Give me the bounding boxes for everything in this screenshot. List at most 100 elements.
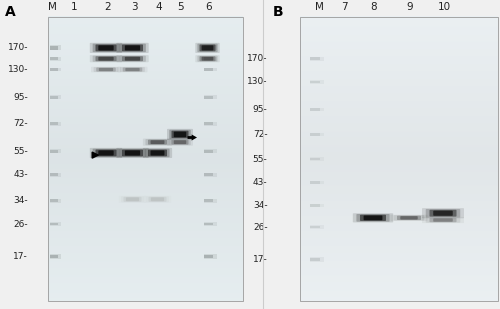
- Bar: [310, 180, 324, 184]
- FancyBboxPatch shape: [400, 216, 417, 219]
- FancyBboxPatch shape: [96, 56, 116, 61]
- FancyBboxPatch shape: [122, 44, 143, 51]
- FancyBboxPatch shape: [125, 150, 140, 155]
- Bar: [50, 96, 58, 99]
- FancyBboxPatch shape: [169, 139, 190, 145]
- Text: 1: 1: [70, 2, 78, 12]
- Bar: [204, 45, 216, 50]
- Bar: [204, 122, 213, 125]
- Text: 55-: 55-: [13, 147, 28, 156]
- Bar: [50, 150, 60, 153]
- FancyBboxPatch shape: [174, 140, 186, 144]
- Bar: [310, 133, 324, 136]
- Bar: [204, 200, 213, 202]
- Bar: [204, 150, 216, 153]
- FancyBboxPatch shape: [426, 218, 460, 222]
- Polygon shape: [188, 134, 197, 141]
- Text: 72-: 72-: [14, 119, 28, 128]
- Bar: [50, 199, 60, 203]
- Text: 72-: 72-: [253, 130, 268, 139]
- Text: 43-: 43-: [253, 178, 268, 187]
- FancyBboxPatch shape: [91, 67, 121, 72]
- FancyBboxPatch shape: [198, 56, 218, 62]
- FancyBboxPatch shape: [148, 150, 167, 156]
- Text: 26-: 26-: [14, 219, 28, 229]
- FancyBboxPatch shape: [124, 197, 142, 202]
- FancyBboxPatch shape: [96, 68, 116, 71]
- FancyBboxPatch shape: [196, 55, 220, 62]
- Bar: [300, 17, 498, 301]
- Bar: [50, 222, 58, 226]
- Text: A: A: [5, 5, 16, 19]
- Bar: [50, 173, 60, 176]
- FancyBboxPatch shape: [92, 44, 120, 52]
- FancyBboxPatch shape: [172, 140, 188, 145]
- FancyBboxPatch shape: [356, 214, 390, 222]
- Bar: [50, 57, 58, 60]
- FancyBboxPatch shape: [123, 68, 142, 71]
- Text: 43-: 43-: [14, 170, 28, 179]
- FancyBboxPatch shape: [202, 57, 213, 61]
- Text: M: M: [48, 2, 57, 12]
- Bar: [310, 108, 324, 112]
- Bar: [204, 68, 213, 71]
- FancyBboxPatch shape: [118, 67, 148, 72]
- Bar: [50, 150, 58, 153]
- FancyBboxPatch shape: [174, 132, 186, 137]
- Bar: [310, 225, 324, 229]
- FancyBboxPatch shape: [397, 216, 421, 220]
- FancyBboxPatch shape: [390, 215, 428, 221]
- FancyBboxPatch shape: [430, 210, 456, 217]
- Bar: [204, 222, 216, 226]
- FancyBboxPatch shape: [126, 68, 140, 71]
- Bar: [50, 255, 58, 258]
- FancyBboxPatch shape: [125, 57, 140, 61]
- FancyBboxPatch shape: [146, 139, 170, 145]
- FancyBboxPatch shape: [92, 56, 120, 62]
- Text: 17-: 17-: [13, 252, 28, 261]
- Bar: [204, 254, 216, 259]
- Bar: [50, 45, 60, 50]
- FancyBboxPatch shape: [96, 44, 116, 51]
- Bar: [310, 81, 320, 83]
- Text: 55-: 55-: [253, 154, 268, 164]
- FancyBboxPatch shape: [143, 148, 172, 158]
- Text: 95-: 95-: [253, 105, 268, 114]
- Bar: [204, 255, 213, 258]
- Text: 7: 7: [340, 2, 347, 12]
- FancyBboxPatch shape: [196, 43, 220, 53]
- FancyBboxPatch shape: [430, 218, 456, 222]
- Bar: [50, 122, 58, 125]
- Bar: [50, 57, 60, 61]
- FancyBboxPatch shape: [167, 129, 193, 140]
- Text: 9: 9: [406, 2, 414, 12]
- FancyBboxPatch shape: [172, 131, 188, 138]
- FancyBboxPatch shape: [116, 148, 148, 158]
- FancyBboxPatch shape: [98, 45, 114, 50]
- FancyBboxPatch shape: [122, 150, 143, 156]
- FancyBboxPatch shape: [146, 149, 170, 157]
- FancyBboxPatch shape: [422, 217, 464, 223]
- FancyBboxPatch shape: [120, 67, 145, 72]
- Text: M: M: [314, 2, 324, 12]
- FancyBboxPatch shape: [200, 44, 216, 51]
- Bar: [310, 258, 320, 261]
- Bar: [204, 46, 213, 50]
- Bar: [50, 68, 60, 71]
- Text: 130-: 130-: [8, 65, 28, 74]
- Text: 4: 4: [156, 2, 162, 12]
- FancyBboxPatch shape: [98, 57, 114, 61]
- FancyBboxPatch shape: [433, 218, 453, 222]
- FancyBboxPatch shape: [360, 215, 386, 221]
- Bar: [310, 57, 324, 61]
- FancyBboxPatch shape: [353, 213, 393, 222]
- FancyBboxPatch shape: [364, 215, 382, 220]
- Bar: [310, 204, 320, 207]
- FancyBboxPatch shape: [119, 149, 146, 157]
- FancyBboxPatch shape: [119, 44, 146, 52]
- Text: 2: 2: [104, 2, 111, 12]
- FancyBboxPatch shape: [92, 149, 120, 157]
- Bar: [204, 57, 213, 60]
- FancyBboxPatch shape: [422, 208, 464, 218]
- Bar: [204, 150, 213, 153]
